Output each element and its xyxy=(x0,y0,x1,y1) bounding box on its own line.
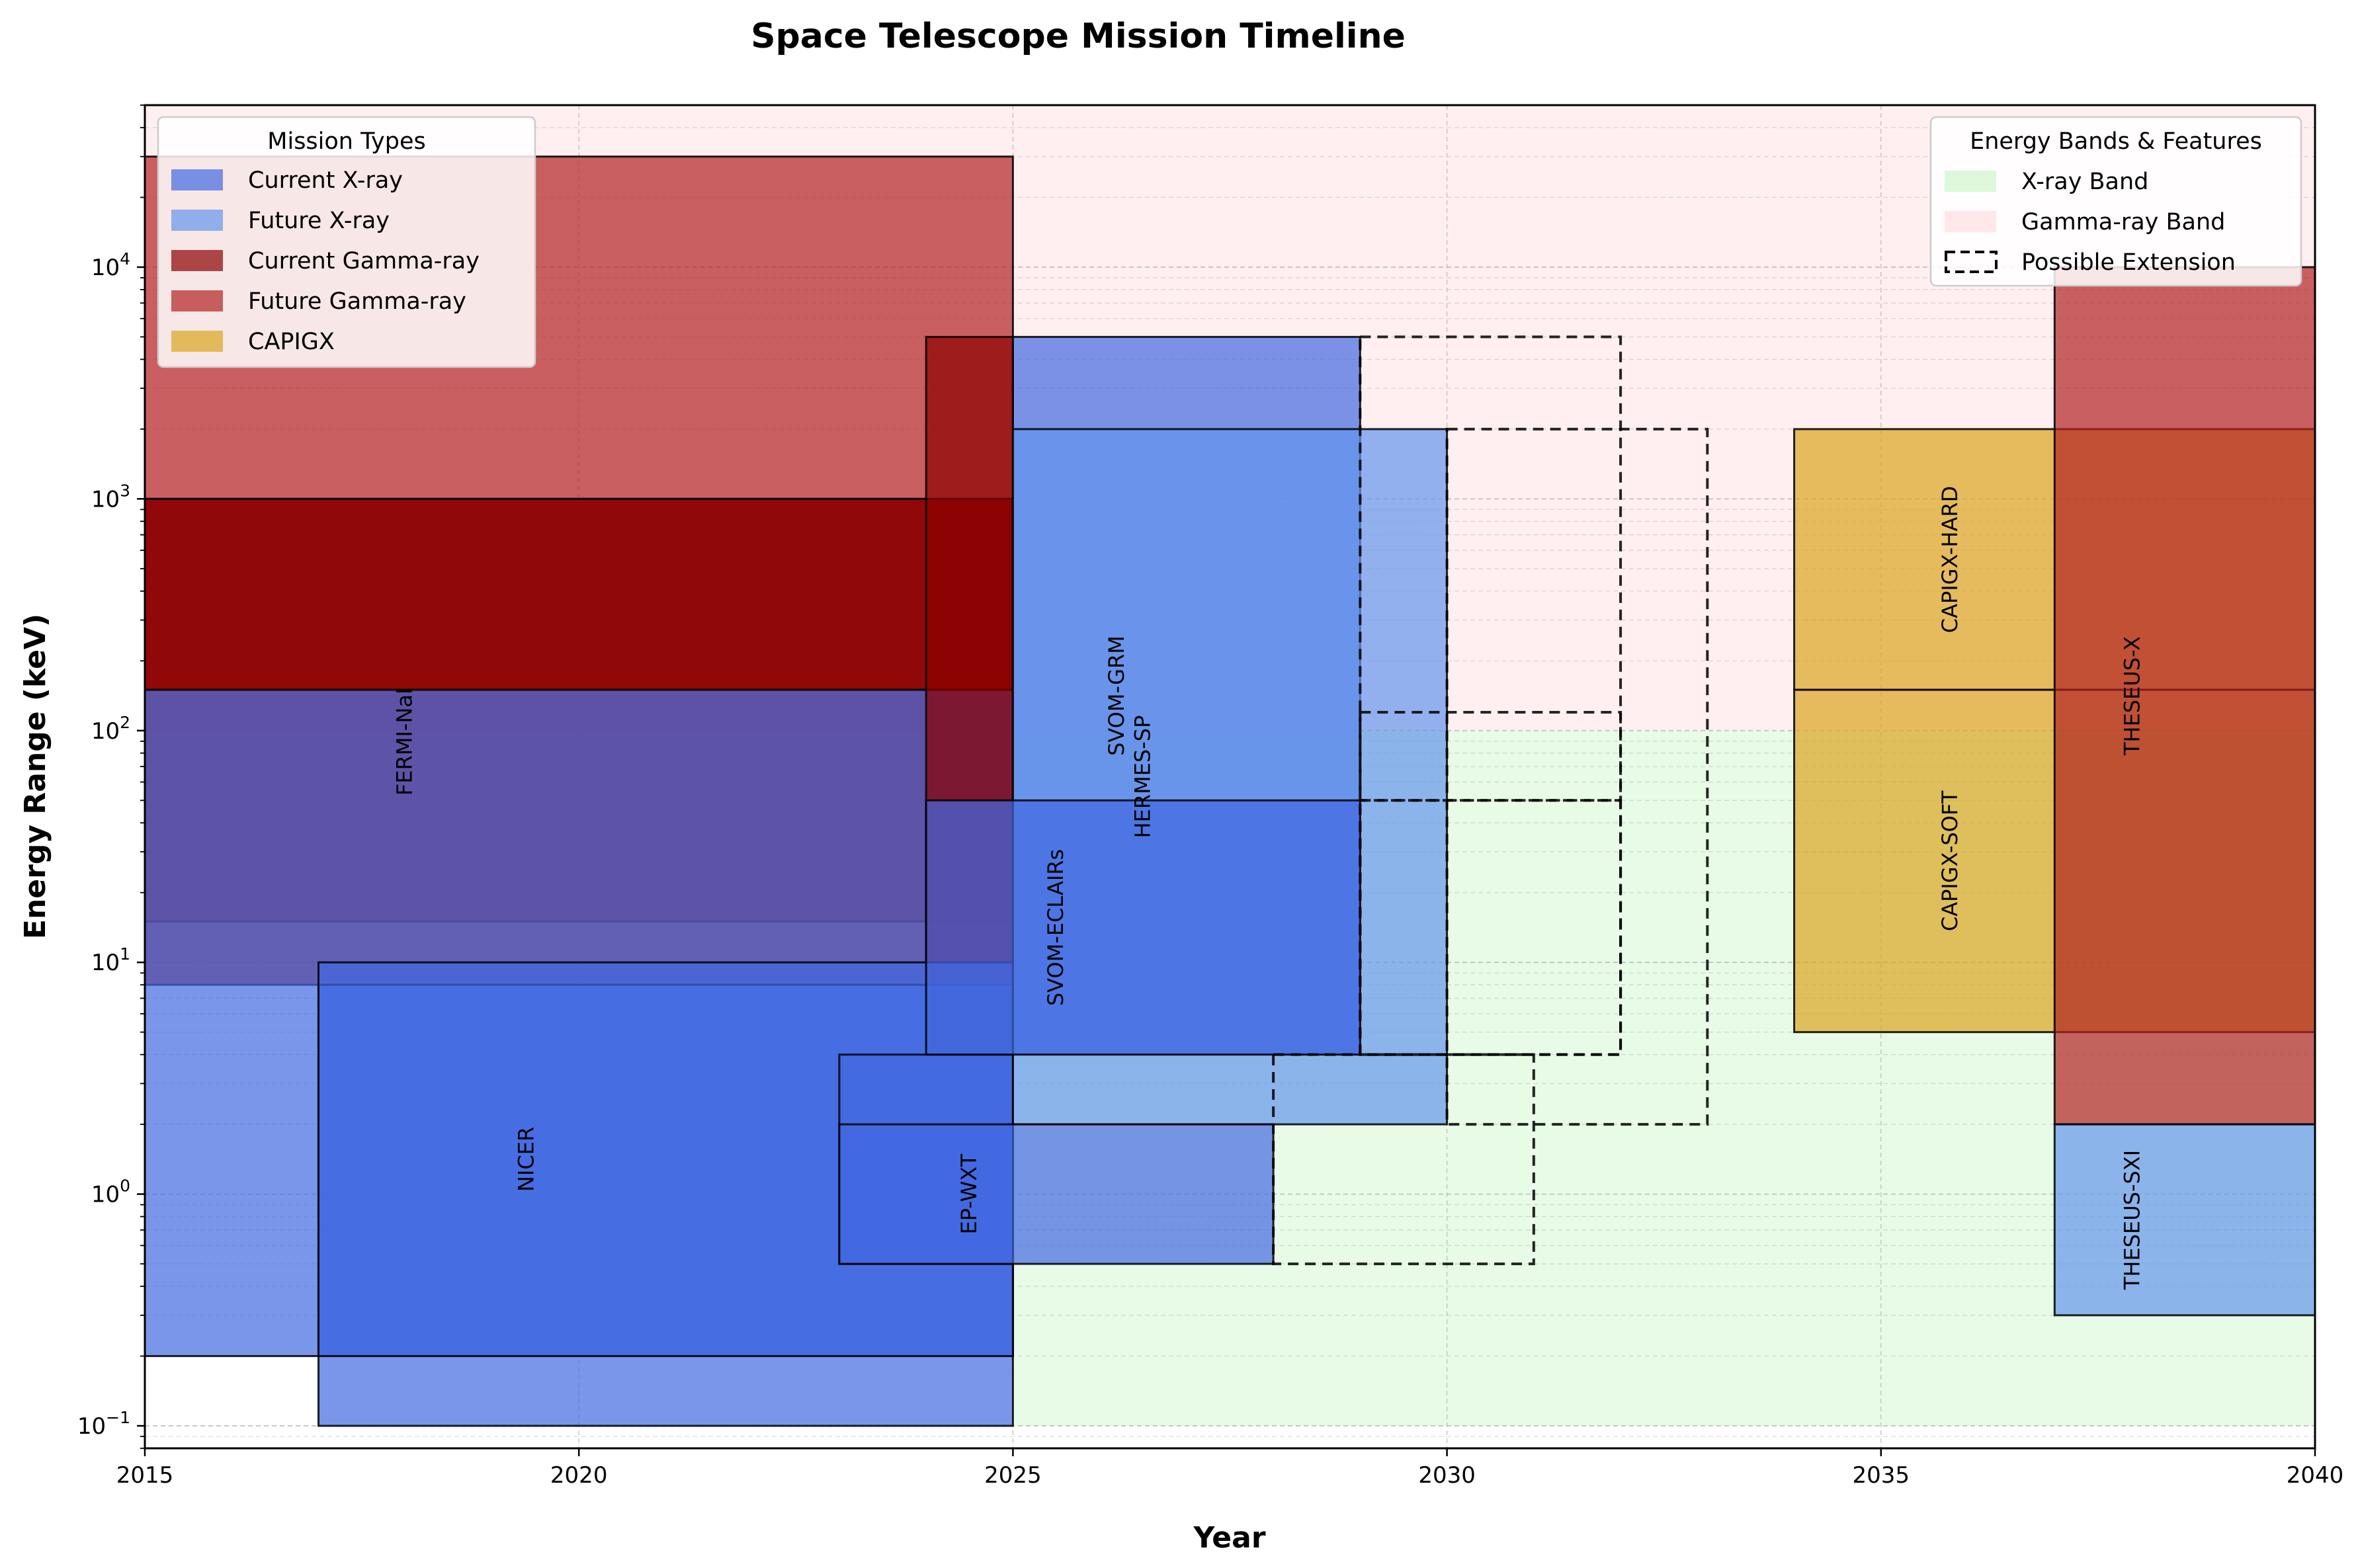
legend-swatch-future-x-ray xyxy=(171,210,223,231)
legend-swatch-gamma-ray-band xyxy=(1945,211,1996,232)
legend-label-possible-extension: Possible Extension xyxy=(2021,249,2236,276)
extension-box xyxy=(1359,711,1622,802)
extension-boxes xyxy=(1272,335,1709,1266)
mission-bar xyxy=(145,497,1014,691)
y-tick-label: 10−1 xyxy=(77,1408,130,1440)
mission-label-svom-grm: SVOM-GRM xyxy=(1104,636,1129,756)
mission-bars xyxy=(145,155,2315,1427)
x-tick-label: 2035 xyxy=(1853,1462,1910,1489)
legend-swatch-capigx xyxy=(171,331,223,352)
extension-box xyxy=(1272,1053,1535,1266)
legend-mission-types-items: Current X-ray Future X-ray Current Gamma-r… xyxy=(171,167,480,355)
legend-swatch-future-gamma-ray xyxy=(171,290,223,311)
y-tick-label: 102 xyxy=(91,713,130,745)
legend-mission-types-frame xyxy=(157,116,536,368)
legend-swatch-current-gamma-ray xyxy=(171,250,223,271)
mission-label-fermi-nai: FERMI-NaI xyxy=(392,688,417,796)
legend-label-x-ray-band: X-ray Band xyxy=(2021,169,2148,195)
legend-swatch-x-ray-band xyxy=(1945,171,1996,192)
x-axis-label: Year xyxy=(1193,1521,1265,1555)
mission-bar-theseus-sxi xyxy=(2053,1123,2315,1317)
mission-label-theseus-x: THESEUS-X xyxy=(2119,636,2144,756)
x-tick-label: 2015 xyxy=(116,1462,174,1489)
y-tick-label: 101 xyxy=(91,944,130,976)
legend-energy-bands-items: X-ray Band Gamma-ray Band Possible Extensi… xyxy=(1945,169,2236,276)
legend-label-current-x-ray: Current X-ray xyxy=(248,167,403,194)
legend-label-capigx: CAPIGX xyxy=(248,329,335,355)
legend-mission-types-title: Mission Types xyxy=(267,128,425,155)
y-axis-ticks: 10−1 100 101 102 103 104 xyxy=(77,104,145,1449)
mission-label-svom-eclairs: SVOM-ECLAIRs xyxy=(1043,849,1068,1006)
mission-bar-ep-wxt xyxy=(838,1123,1275,1265)
legend-swatch-possible-extension xyxy=(1945,251,1998,273)
y-tick-label: 100 xyxy=(91,1176,130,1208)
legend-energy-bands-frame xyxy=(1929,116,2302,287)
extension-box xyxy=(1359,799,1622,1056)
mission-label-ep-wxt: EP-WXT xyxy=(956,1153,982,1234)
y-tick-label: 104 xyxy=(91,249,130,281)
mission-label-capigx-hard: CAPIGX-HARD xyxy=(1937,486,1962,633)
y-axis-label: Energy Range (keV) xyxy=(19,614,52,939)
legend-energy-bands: Energy Bands & Features X-ray Band Gamma-… xyxy=(1929,116,2302,287)
extension-box xyxy=(1445,427,1709,1126)
legend-label-current-gamma-ray: Current Gamma-ray xyxy=(248,248,480,274)
x-tick-label: 2040 xyxy=(2287,1462,2344,1489)
mission-bar-theseus-x xyxy=(2053,266,2315,1126)
x-tick-label: 2020 xyxy=(550,1462,608,1489)
legend-label-gamma-ray-band: Gamma-ray Band xyxy=(2021,209,2225,235)
x-tick-label: 2025 xyxy=(984,1462,1042,1489)
chart-title: Space Telescope Mission Timeline xyxy=(751,17,1406,56)
legend-swatch-current-x-ray xyxy=(171,169,223,190)
plot-frame xyxy=(144,104,2316,1450)
legend-label-future-x-ray: Future X-ray xyxy=(248,208,390,234)
mission-label-hermes-sp: HERMES-SP xyxy=(1130,716,1155,839)
mission-label-theseus-sxi: THESEUS-SXI xyxy=(2119,1150,2144,1290)
y-tick-label: 103 xyxy=(91,481,130,513)
x-tick-label: 2030 xyxy=(1418,1462,1476,1489)
mission-label-nicer: NICER xyxy=(513,1127,538,1192)
x-axis-ticks: 2015 2020 2025 2030 2035 2040 xyxy=(116,1448,2344,1489)
legend-energy-bands-title: Energy Bands & Features xyxy=(1970,128,2262,155)
mission-label-capigx-soft: CAPIGX-SOFT xyxy=(1937,790,1962,931)
mission-bar-svom-eclairs xyxy=(925,799,1361,1056)
legend-label-future-gamma-ray: Future Gamma-ray xyxy=(248,288,466,315)
